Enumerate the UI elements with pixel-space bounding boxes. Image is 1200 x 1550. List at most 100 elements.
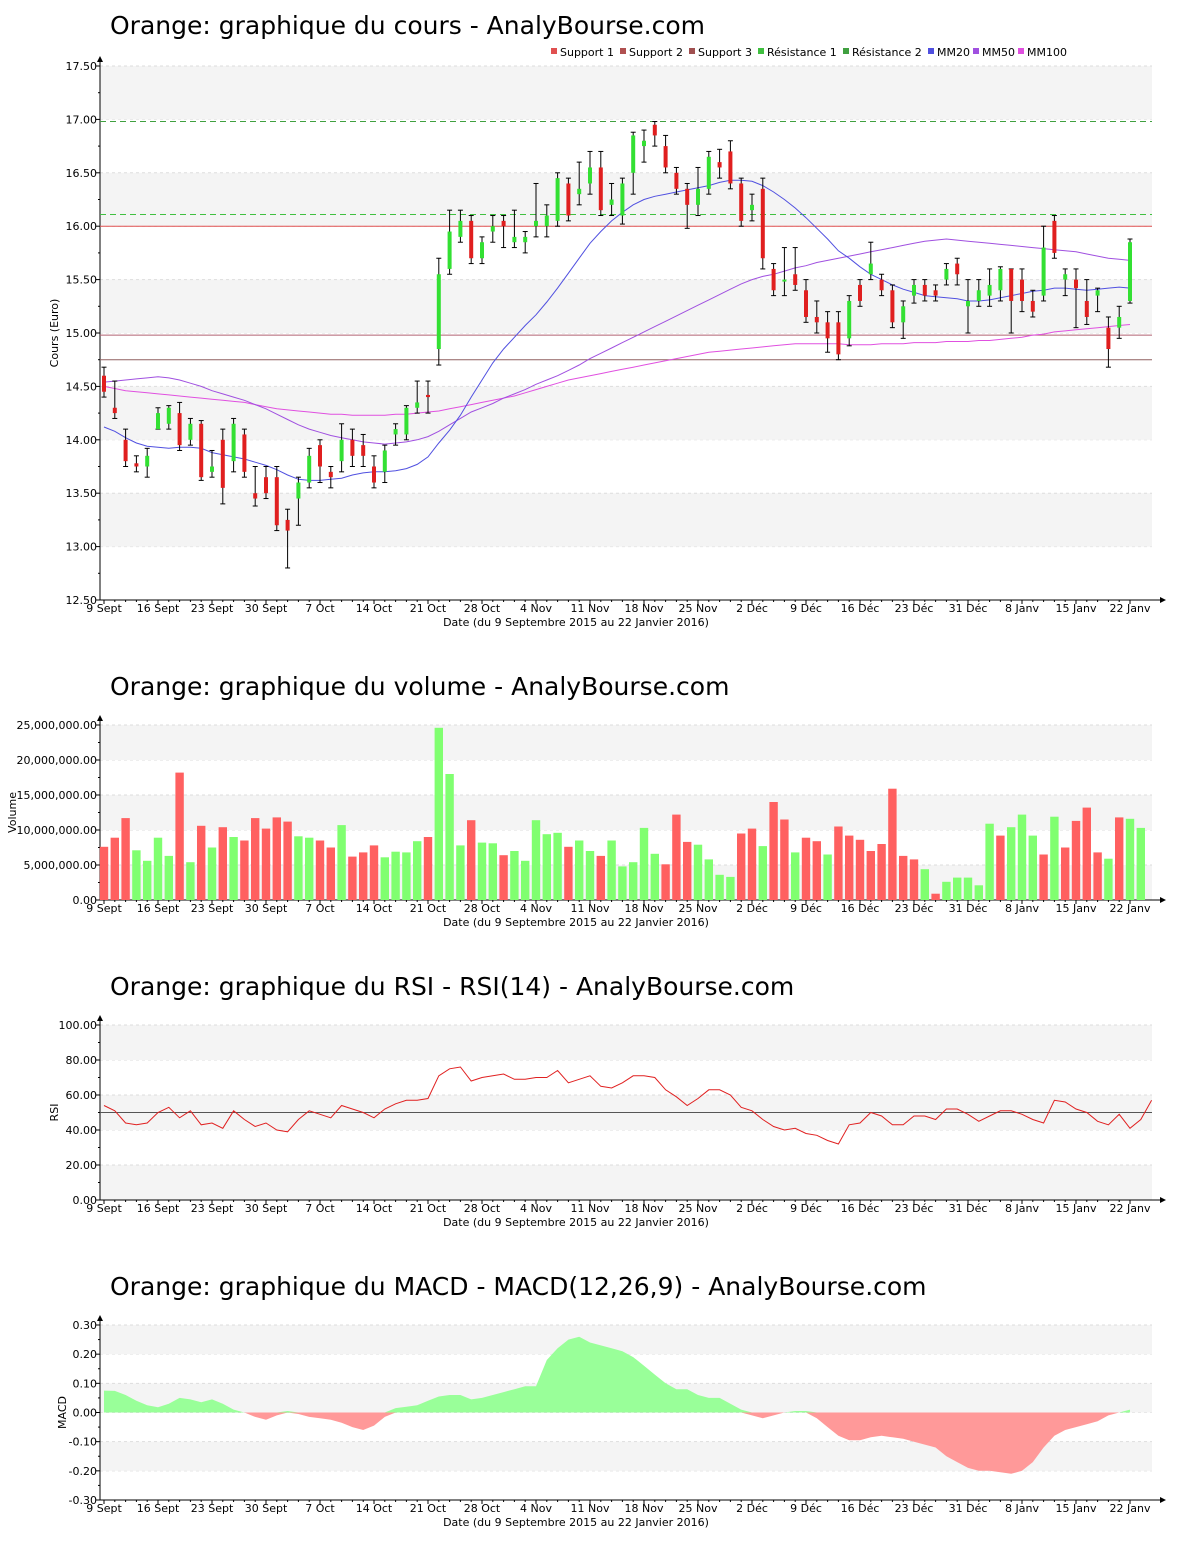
volume-bar <box>283 821 292 900</box>
volume-bar <box>251 818 260 900</box>
x-tick-label: 15 Janv <box>1056 902 1097 915</box>
candle-body <box>847 300 852 339</box>
candle <box>133 455 139 473</box>
volume-bar <box>499 855 508 900</box>
x-tick-label: 16 Sept <box>137 602 180 615</box>
volume-bar <box>1028 835 1037 900</box>
y-axis-arrow <box>97 1015 103 1021</box>
legend-item: Résistance 2 <box>852 46 922 59</box>
x-tick-label: 22 Janv <box>1110 902 1151 915</box>
plot-band <box>100 1325 1152 1355</box>
candle-body <box>944 268 949 280</box>
volume-bar <box>1017 814 1027 900</box>
y-tick-label: 13.00 <box>66 541 98 554</box>
y-tick-label: 25,000,000.00 <box>17 719 97 732</box>
y-axis-arrow <box>97 1315 103 1321</box>
volume-bar <box>164 855 173 900</box>
price-chart: Orange: graphique du cours - AnalyBourse… <box>48 11 1166 629</box>
y-tick-label: 80.00 <box>66 1054 98 1067</box>
volume-bar <box>715 874 724 900</box>
candle-body <box>123 439 128 462</box>
x-tick-label: 23 Sept <box>191 1502 234 1515</box>
candle <box>1105 316 1111 368</box>
volume-bar <box>683 841 692 900</box>
candle-body <box>307 455 312 483</box>
volume-bar <box>143 860 152 900</box>
candle <box>652 121 658 147</box>
x-tick-label: 11 Nov <box>571 902 610 915</box>
candle-body <box>318 445 322 467</box>
candle-body <box>328 471 333 478</box>
volume-bar <box>672 814 681 900</box>
volume-bar <box>985 823 994 900</box>
candle-body <box>339 439 344 462</box>
x-tick-label: 23 Déc <box>895 902 934 915</box>
x-tick-label: 25 Nov <box>679 902 718 915</box>
volume-bar <box>402 852 411 900</box>
y-axis-label: MACD <box>56 1396 69 1429</box>
candle <box>1073 268 1079 329</box>
candle-body <box>285 519 290 531</box>
candle <box>295 476 301 526</box>
candle-body <box>566 183 571 216</box>
x-tick-label: 22 Janv <box>1110 602 1151 615</box>
candle-body <box>912 284 916 296</box>
candle <box>792 247 798 291</box>
volume-bar <box>197 825 206 900</box>
candle-body <box>264 477 268 494</box>
x-axis-arrow <box>1160 1197 1166 1203</box>
candle-body <box>998 268 1003 291</box>
candle <box>112 380 118 419</box>
candle-body <box>102 375 106 392</box>
volume-bar <box>920 869 929 900</box>
x-tick-label: 18 Nov <box>625 1502 664 1515</box>
candle-body <box>1041 247 1046 296</box>
volume-bar <box>186 862 195 900</box>
macd-chart-title: Orange: graphique du MACD - MACD(12,26,9… <box>110 1272 927 1301</box>
candle <box>803 279 809 323</box>
candle <box>846 295 852 347</box>
x-tick-label: 25 Nov <box>679 1502 718 1515</box>
candle <box>760 177 766 270</box>
volume-bar <box>780 819 789 900</box>
volume-bar <box>380 857 389 900</box>
candle <box>544 204 550 238</box>
y-axis-arrow <box>97 56 103 62</box>
candle <box>241 428 247 478</box>
candle <box>414 380 420 414</box>
candle <box>393 423 399 446</box>
candle <box>663 134 669 174</box>
x-axis-label: Date (du 9 Septembre 2015 au 22 Janvier … <box>443 616 709 629</box>
y-tick-label: -0.10 <box>69 1436 97 1449</box>
candle <box>814 300 820 334</box>
candle-body <box>220 439 225 488</box>
candle-body <box>901 306 906 323</box>
candle <box>252 466 258 507</box>
x-tick-label: 28 Oct <box>464 602 501 615</box>
plot-band <box>100 493 1152 547</box>
volume-bar <box>693 844 703 900</box>
plot-band <box>100 725 1152 760</box>
mm50-line <box>103 238 1131 445</box>
candle <box>339 423 345 473</box>
candle <box>576 161 582 206</box>
candle <box>1084 279 1090 325</box>
volume-bar <box>218 827 227 900</box>
y-tick-label: 15,000,000.00 <box>17 789 97 802</box>
volume-bar <box>899 855 908 900</box>
candle <box>987 268 993 307</box>
candle <box>1019 268 1025 313</box>
y-tick-label: 0.10 <box>73 1377 98 1390</box>
x-axis-arrow <box>1160 1497 1166 1503</box>
x-tick-label: 31 Déc <box>949 902 988 915</box>
candle-body <box>577 188 582 195</box>
x-tick-label: 4 Nov <box>520 1502 552 1515</box>
candle-body <box>426 394 430 398</box>
candle <box>511 209 517 249</box>
volume-bar <box>726 876 735 900</box>
candle-body <box>393 429 398 435</box>
candle <box>587 150 593 195</box>
candle <box>922 279 928 302</box>
x-tick-label: 22 Janv <box>1110 1202 1151 1215</box>
legend-swatch <box>973 48 979 54</box>
